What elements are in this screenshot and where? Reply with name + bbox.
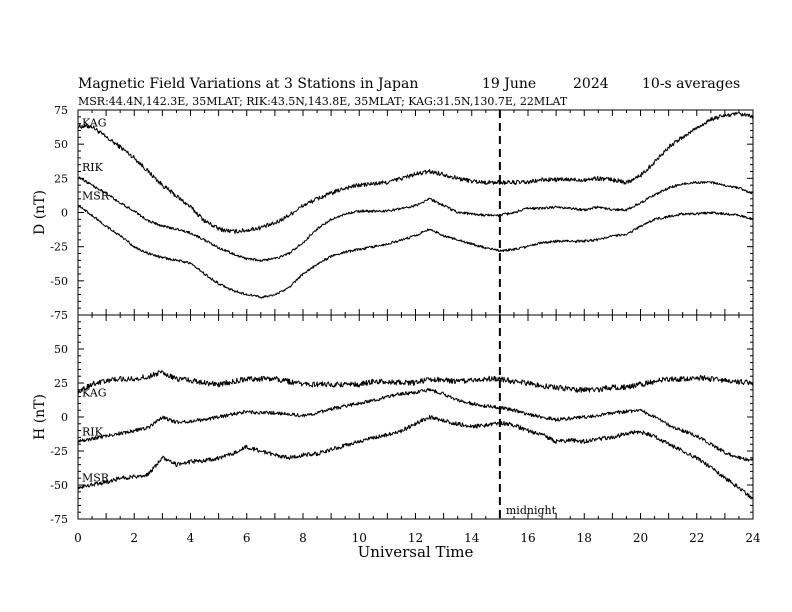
d-series-msr — [77, 205, 754, 299]
d-series-label-kag: KAG — [82, 116, 107, 129]
d-ytick-label: 75 — [54, 104, 68, 117]
xtick-label: 18 — [577, 531, 592, 545]
xtick-label: 16 — [520, 531, 535, 545]
xtick-label: 22 — [689, 531, 704, 545]
h-ytick-label: -25 — [50, 445, 68, 458]
h-ytick-label: -50 — [50, 479, 68, 492]
midnight-label: midnight — [506, 504, 557, 517]
d-ytick-label: -50 — [50, 275, 68, 288]
d-ytick-label: 50 — [54, 138, 68, 151]
station-coordinates: MSR:44.4N,142.3E, 35MLAT; RIK:43.5N,143.… — [78, 95, 568, 108]
h-series-label-kag: KAG — [82, 387, 107, 400]
xtick-label: 0 — [74, 531, 82, 545]
h-series-msr — [77, 414, 754, 499]
xtick-label: 2 — [130, 531, 138, 545]
xtick-label: 6 — [243, 531, 251, 545]
d-y-axis-label: D (nT) — [32, 190, 48, 235]
h-ytick-label: 50 — [54, 343, 68, 356]
d-ytick-label: -75 — [50, 309, 68, 322]
h-series-kag — [77, 370, 754, 396]
h-ytick-label: 0 — [61, 411, 68, 424]
d-series-rik — [77, 176, 754, 262]
xtick-label: 20 — [633, 531, 648, 545]
h-series-rik — [77, 387, 754, 462]
x-axis-label: Universal Time — [358, 543, 474, 561]
d-series-kag — [77, 111, 754, 234]
d-component-panel: 75 50 25 0 -25 -50 -75 D (nT) KAG RIK MSR — [32, 104, 754, 322]
h-ytick-label: 25 — [54, 377, 68, 390]
h-ytick-label: -75 — [50, 513, 68, 526]
chart-averaging: 10-s averages — [642, 76, 740, 92]
d-ytick-label: 0 — [61, 207, 68, 220]
chart-date: 19 June — [482, 76, 536, 92]
xtick-label: 24 — [745, 531, 761, 545]
xtick-label: 12 — [408, 531, 423, 545]
xtick-label: 4 — [187, 531, 195, 545]
chart-title: Magnetic Field Variations at 3 Stations … — [78, 76, 418, 92]
h-series-label-msr: MSR — [82, 472, 110, 485]
d-ytick-label: 25 — [54, 172, 68, 185]
d-series-label-rik: RIK — [82, 161, 104, 174]
xtick-label: 8 — [299, 531, 307, 545]
xtick-label: 10 — [352, 531, 367, 545]
d-ytick-label: -25 — [50, 241, 68, 254]
h-y-axis-label: H (nT) — [32, 394, 48, 440]
h-series-label-rik: RIK — [82, 425, 104, 438]
chart-year: 2024 — [573, 76, 609, 92]
d-series-label-msr: MSR — [82, 190, 110, 203]
xtick-label: 14 — [464, 531, 480, 545]
